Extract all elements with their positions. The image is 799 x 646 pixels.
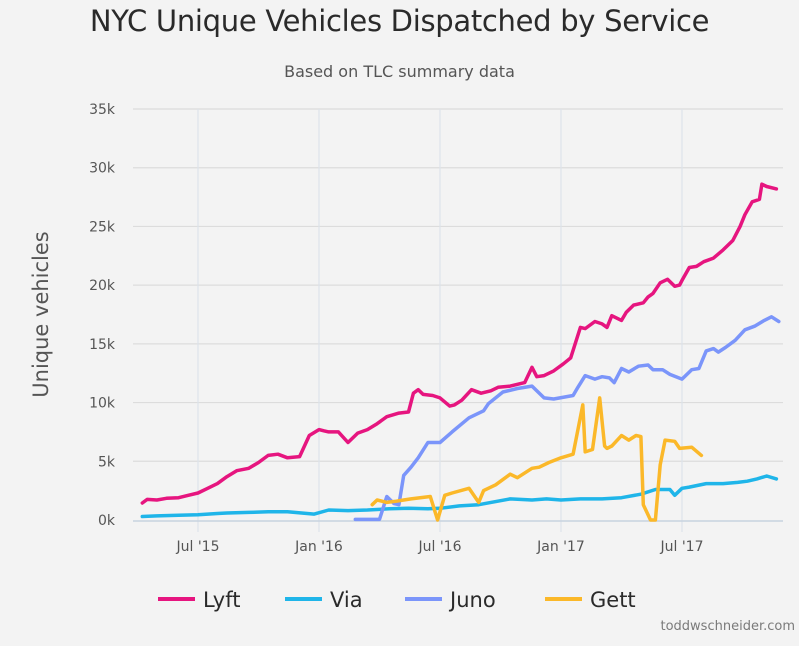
chart-subtitle: Based on TLC summary data (284, 62, 515, 81)
x-gridlines (197, 109, 683, 532)
chart-title: NYC Unique Vehicles Dispatched by Servic… (89, 4, 710, 38)
legend: Lyft Via Juno Gett (158, 588, 636, 612)
x-tick-label: Jul '16 (417, 539, 461, 555)
y-tick-label: 35k (89, 102, 116, 118)
series-line-juno[interactable] (353, 315, 781, 522)
y-tick-label: 0k (98, 513, 116, 529)
y-tick-label: 25k (89, 219, 116, 235)
x-tick-label: Jul '17 (659, 539, 703, 555)
x-axis-ticks: Jul '15 Jan '16 Jul '16 Jan '17 Jul '17 (175, 539, 703, 555)
series-line-via[interactable] (140, 474, 779, 519)
legend-label: Lyft (203, 588, 240, 612)
y-tick-label: 20k (89, 278, 116, 294)
y-tick-label: 15k (89, 337, 116, 353)
y-tick-label: 5k (98, 454, 116, 470)
y-tick-label: 10k (89, 396, 116, 412)
legend-label: Gett (590, 588, 636, 612)
legend-item-juno[interactable]: Juno (405, 588, 496, 612)
legend-item-via[interactable]: Via (285, 588, 363, 612)
series-line-gett[interactable] (370, 396, 704, 522)
legend-label: Via (330, 588, 363, 612)
y-tick-label: 30k (89, 161, 116, 177)
series-line-lyft[interactable] (140, 182, 779, 505)
legend-label: Juno (448, 588, 496, 612)
x-tick-label: Jul '15 (175, 539, 219, 555)
legend-item-gett[interactable]: Gett (545, 588, 636, 612)
x-tick-label: Jan '17 (536, 539, 585, 555)
y-gridlines (133, 108, 783, 462)
series-lines (140, 182, 781, 522)
x-tick-label: Jan '16 (294, 539, 343, 555)
y-axis-ticks: 0k 5k 10k 15k 20k 25k 30k 35k (89, 102, 116, 529)
legend-item-lyft[interactable]: Lyft (158, 588, 240, 612)
credit-link[interactable]: toddwschneider.com (660, 619, 796, 634)
y-axis-label: Unique vehicles (29, 231, 53, 397)
